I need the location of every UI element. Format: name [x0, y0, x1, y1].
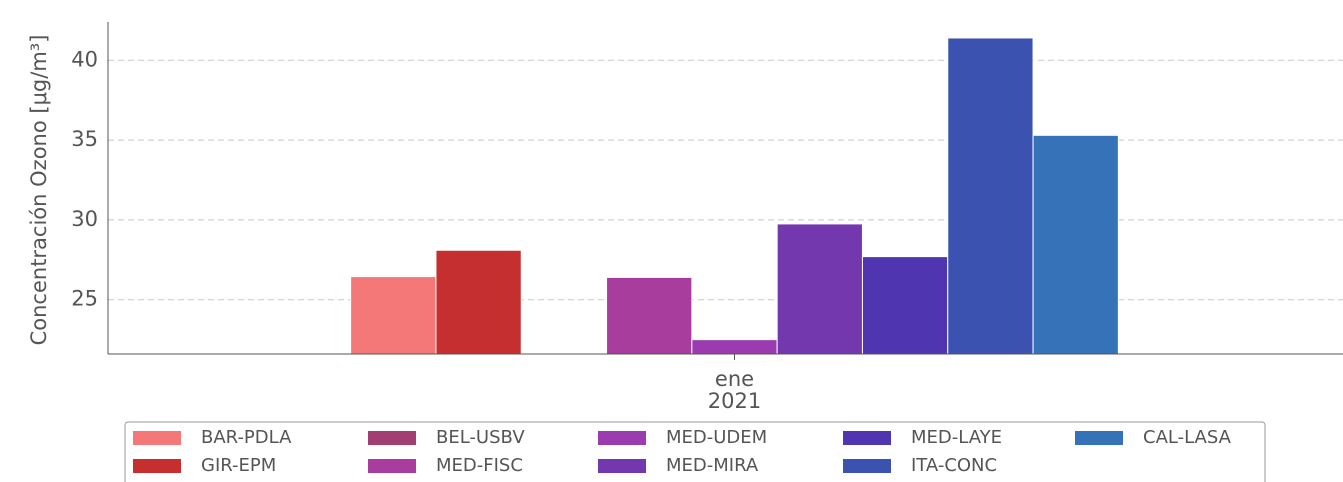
legend-label: BAR-PDLA: [201, 427, 292, 448]
legend-label: MED-MIRA: [666, 455, 759, 476]
bar: [691, 339, 778, 355]
bar: [776, 223, 863, 355]
legend-label: MED-UDEM: [666, 427, 767, 448]
legend-swatch: [598, 459, 646, 473]
legend-label: BEL-USBV: [436, 427, 525, 448]
bar: [947, 37, 1034, 355]
legend-label: ITA-CONC: [911, 455, 997, 476]
legend-label: CAL-LASA: [1143, 427, 1232, 448]
y-tick-label: 25: [71, 287, 98, 311]
legend-label: MED-FISC: [436, 455, 523, 476]
legend-swatch: [598, 431, 646, 445]
y-axis-label: Concentración Ozono [μg/m³]: [27, 35, 51, 346]
legend-swatch: [368, 431, 416, 445]
bar: [435, 249, 522, 355]
legend-label: GIR-EPM: [201, 455, 276, 476]
legend-swatch: [843, 431, 891, 445]
legend-swatch: [133, 431, 181, 445]
x-tick-label: ene 2021: [707, 367, 762, 413]
y-tick-label: 40: [71, 47, 98, 71]
legend-label: MED-LAYE: [911, 427, 1002, 448]
legend-swatch: [368, 459, 416, 473]
bar: [861, 256, 949, 355]
bar: [606, 276, 693, 355]
bar: [350, 276, 437, 355]
bar: [1032, 134, 1119, 355]
y-tick-label: 30: [71, 207, 98, 231]
legend-swatch: [1075, 431, 1123, 445]
y-tick-label: 35: [71, 127, 98, 151]
legend-swatch: [843, 459, 891, 473]
legend-swatch: [133, 459, 181, 473]
